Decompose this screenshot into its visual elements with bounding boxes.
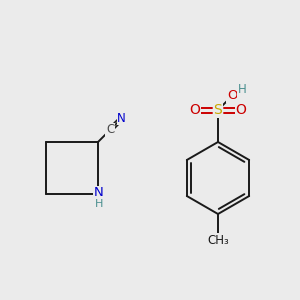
Text: C: C xyxy=(106,124,114,136)
Text: N: N xyxy=(117,112,126,125)
Text: O: O xyxy=(236,103,246,117)
Text: O: O xyxy=(190,103,200,117)
Text: S: S xyxy=(214,103,222,117)
Text: H: H xyxy=(95,199,103,209)
Text: H: H xyxy=(238,83,247,96)
Text: O: O xyxy=(227,89,237,102)
Text: CH₃: CH₃ xyxy=(207,233,229,247)
Text: N: N xyxy=(94,187,104,200)
